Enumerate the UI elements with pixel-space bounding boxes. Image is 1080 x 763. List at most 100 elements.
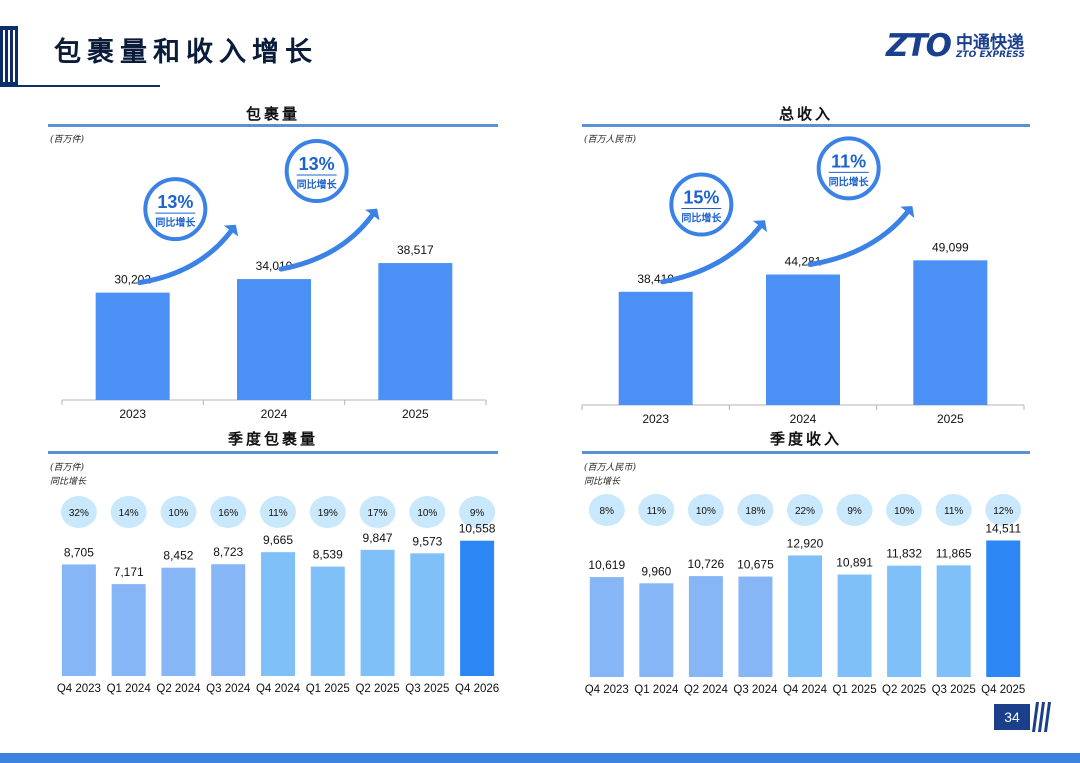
bar-value-label: 9,665 [263, 533, 293, 547]
yoy-bubble [836, 494, 873, 526]
yoy-bubble [737, 494, 774, 526]
yoy-value: 9% [470, 508, 485, 519]
yoy-bubble [588, 494, 625, 526]
yoy-bubble [210, 496, 247, 528]
growth-arrow-head [223, 224, 239, 237]
bar-Q4-2023 [61, 564, 96, 676]
growth-text: 同比增长 [155, 216, 196, 229]
bar-Q1-2025 [310, 566, 345, 676]
growth-arrow [660, 224, 763, 285]
bar-value-label: 9,960 [641, 564, 671, 578]
bar-Q2-2024 [161, 567, 196, 676]
growth-text: 同比增长 [829, 175, 870, 188]
x-tick-label: 2023 [119, 407, 146, 421]
yoy-bubble [787, 494, 823, 526]
title-decoration [0, 26, 18, 86]
growth-arrow [278, 212, 375, 272]
bar-Q2-2025 [887, 565, 922, 677]
chart-title-rule [48, 124, 498, 127]
bar-2023 [618, 291, 693, 405]
panel-parcel-volume: 包裹量 (百万件) 30,202 2023 34,010 2024 38,517 2025… [48, 100, 498, 430]
x-tick-label: Q1 2024 [634, 684, 679, 696]
growth-circle [143, 177, 208, 242]
panel-quarterly-revenue: 季度收入 (百万人民币) 同比增长 8% 10,619 Q4 2023 11% 9,96… [582, 427, 1030, 702]
growth-percent: 13% [299, 154, 335, 174]
growth-text: 同比增长 [681, 212, 722, 225]
bar-value-label: 38,517 [397, 243, 434, 257]
bar-value-label: 49,099 [932, 240, 969, 254]
yoy-value: 14% [119, 508, 139, 519]
page-number-decoration [1032, 702, 1051, 732]
yoy-value: 32% [69, 508, 89, 519]
logo-english-name: ZTO EXPRESS [956, 50, 1025, 60]
yoy-bubble [459, 496, 496, 528]
bar-value-label: 11,865 [936, 546, 972, 560]
x-tick-label: 2025 [402, 407, 429, 421]
yoy-bubble [638, 494, 675, 526]
bar-value-label: 10,891 [836, 556, 873, 570]
chart-unit: (百万件) [50, 135, 85, 145]
bar-value-label: 8,452 [163, 549, 193, 563]
x-tick-label: Q4 2024 [783, 684, 828, 696]
yoy-value: 8% [600, 506, 615, 517]
logo-mark: ZTO [886, 28, 952, 64]
bar-value-label: 11,832 [886, 547, 922, 561]
x-tick-label: 2024 [790, 412, 817, 426]
x-tick-label: Q1 2025 [306, 683, 350, 695]
x-tick-label: Q1 2024 [107, 683, 152, 695]
bar-Q4-2026 [460, 540, 495, 676]
yoy-value: 17% [368, 508, 388, 519]
quarterly-parcel-volume-chart: 32% 8,705 Q4 2023 14% 7,171 Q1 2024 10% 8,452 Q2… [57, 496, 499, 695]
yoy-bubble [260, 496, 296, 528]
yoy-bubble [985, 494, 1022, 526]
bar-2023 [95, 292, 170, 400]
x-tick-label: Q2 2024 [684, 684, 729, 696]
yoy-value: 11% [647, 506, 666, 517]
growth-percent: 13% [157, 192, 193, 212]
growth-arrow [807, 209, 910, 268]
title-divider [0, 85, 160, 87]
yoy-bubble [687, 494, 724, 526]
yoy-bubble [60, 496, 97, 528]
yoy-growth-label: 同比增长 [584, 477, 621, 487]
bar-value-label: 8,705 [64, 545, 94, 559]
footer-bar [0, 753, 1080, 763]
x-tick-label: Q4 2023 [57, 683, 101, 695]
yoy-value: 10% [168, 508, 188, 519]
bar-2024 [237, 279, 311, 400]
bar-2025 [378, 263, 453, 400]
bar-value-label: 14,511 [985, 521, 1021, 535]
growth-circle [669, 172, 734, 237]
chart-title-rule [582, 451, 1030, 454]
chart-unit: (百万件) [50, 463, 85, 473]
growth-text: 同比增长 [297, 178, 338, 191]
yoy-value: 16% [218, 508, 238, 519]
x-tick-label: Q2 2024 [156, 683, 201, 695]
logo-chinese-name: 中通快递 [956, 33, 1024, 53]
x-tick-label: Q3 2025 [932, 684, 976, 696]
yoy-bubble [886, 494, 923, 526]
page-title: 包裹量和收入增长 [54, 37, 318, 68]
chart-title-rule [48, 451, 498, 454]
x-tick-label: Q3 2025 [405, 683, 449, 695]
yoy-value: 11% [944, 506, 963, 517]
yoy-bubble [110, 496, 147, 528]
yoy-bubble [935, 494, 972, 526]
bar-2024 [766, 274, 840, 405]
bar-value-label: 12,920 [787, 536, 824, 550]
yoy-value: 10% [696, 506, 716, 517]
yoy-value: 10% [894, 506, 914, 517]
bar-value-label: 10,558 [459, 522, 496, 536]
growth-arrow-head [365, 208, 380, 221]
yoy-bubble [160, 496, 197, 528]
bar-Q1-2024 [639, 583, 674, 677]
chart-title: 包裹量 [245, 105, 300, 123]
yoy-bubble [359, 496, 396, 528]
chart-title: 季度收入 [769, 430, 842, 448]
x-tick-label: Q4 2026 [455, 683, 499, 695]
growth-circle [816, 136, 881, 201]
yoy-value: 12% [993, 506, 1013, 517]
bar-Q3-2025 [936, 565, 971, 677]
growth-arrow-head [752, 220, 768, 233]
total-revenue-chart: 38,419202344,281202449,099202515%同比增长11%… [581, 136, 1025, 426]
